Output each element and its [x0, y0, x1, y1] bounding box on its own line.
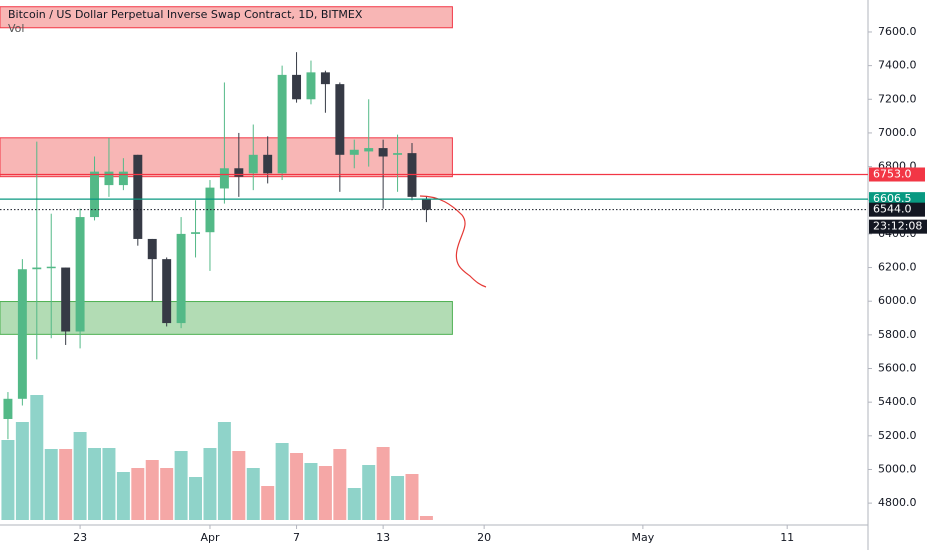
volume-bar [174, 451, 188, 520]
countdown-tag [869, 219, 927, 234]
candle-body [378, 148, 388, 157]
candle-body [147, 238, 157, 260]
price-level-tag [869, 192, 925, 207]
y-tick-label: 6000.0 [878, 294, 917, 307]
hand-drawn-curve [419, 195, 487, 288]
volume-bar [30, 395, 44, 520]
candle-body [335, 84, 345, 155]
volume-bar [145, 460, 159, 520]
x-tick-label: 13 [376, 531, 390, 544]
zone [0, 301, 453, 335]
candle-body [205, 187, 215, 233]
volume-bar [318, 466, 332, 520]
y-tick-label: 5600.0 [878, 362, 917, 375]
volume-bar [44, 449, 58, 520]
candle-body [118, 171, 128, 186]
x-tick-label: Apr [200, 531, 220, 544]
candle-body [219, 168, 229, 189]
volume-bar [15, 422, 29, 520]
candle-body [61, 267, 71, 332]
candle-body [421, 198, 431, 210]
volume-bar [116, 472, 130, 520]
volume-bar [405, 474, 419, 520]
candle-body [32, 267, 42, 270]
volume-bar [1, 440, 15, 520]
volume-bar [203, 448, 217, 520]
y-tick-label: 6200.0 [878, 261, 917, 274]
candle-body [133, 154, 143, 239]
candle-body [349, 149, 359, 155]
y-tick-label: 5800.0 [878, 328, 917, 341]
x-tick-label: May [632, 531, 655, 544]
volume-bar [160, 468, 174, 520]
y-tick-label: 5000.0 [878, 462, 917, 475]
candle-body [277, 74, 287, 174]
candle-body [263, 154, 273, 174]
volume-bar [347, 488, 361, 520]
volume-bar [333, 449, 347, 520]
candle-body [191, 232, 201, 234]
y-tick-label: 4800.0 [878, 496, 917, 509]
candle-body [17, 269, 27, 399]
candle-body [306, 72, 316, 100]
zone [0, 6, 453, 29]
y-tick-label: 5400.0 [878, 395, 917, 408]
volume-bar [376, 447, 390, 520]
candle-body [234, 168, 244, 177]
volume-bar [73, 432, 87, 520]
volume-bar [189, 477, 203, 520]
candle-body [75, 217, 85, 332]
chart-title: Bitcoin / US Dollar Perpetual Inverse Sw… [8, 8, 363, 21]
volume-bar [232, 451, 246, 520]
volume-bar [102, 448, 116, 520]
candle-body [162, 259, 172, 324]
y-tick-label: 7600.0 [878, 25, 917, 38]
candle-body [3, 398, 13, 419]
volume-bar [304, 463, 318, 520]
price-level-label: 6753.0 [873, 167, 912, 180]
price-level-tag [869, 167, 925, 182]
candle-body [90, 171, 99, 218]
volume-bar [246, 468, 260, 520]
x-tick-label: 20 [477, 531, 491, 544]
x-tick-label: 23 [73, 531, 87, 544]
candle-body [176, 233, 186, 324]
volume-bar [131, 468, 145, 520]
volume-bar [419, 516, 433, 520]
candle-body [320, 72, 330, 85]
volume-bar [275, 443, 289, 520]
candle-body [393, 153, 403, 155]
candle-body [292, 74, 302, 100]
volume-bar [290, 453, 304, 520]
volume-bar [362, 465, 376, 520]
volume-bar [217, 422, 231, 520]
volume-bar [261, 486, 275, 520]
x-tick-label: 11 [780, 531, 794, 544]
price-level-label: 6606.5 [873, 192, 912, 205]
candle-body [364, 148, 374, 152]
y-tick-label: 7200.0 [878, 92, 917, 105]
y-tick-label: 5200.0 [878, 429, 917, 442]
candle-body [46, 266, 56, 269]
volume-label: Vol [8, 22, 24, 35]
volume-bar [88, 448, 102, 520]
y-tick-label: 7000.0 [878, 126, 917, 139]
countdown-label: 23:12:08 [873, 220, 922, 233]
volume-bar [59, 449, 73, 520]
price-level-tag [869, 202, 925, 217]
volume-bar [391, 476, 405, 520]
price-level-label: 6544.0 [873, 203, 912, 216]
y-tick-label: 7400.0 [878, 59, 917, 72]
candle-body [104, 171, 114, 186]
x-tick-label: 7 [293, 531, 300, 544]
candle-body [248, 154, 258, 174]
